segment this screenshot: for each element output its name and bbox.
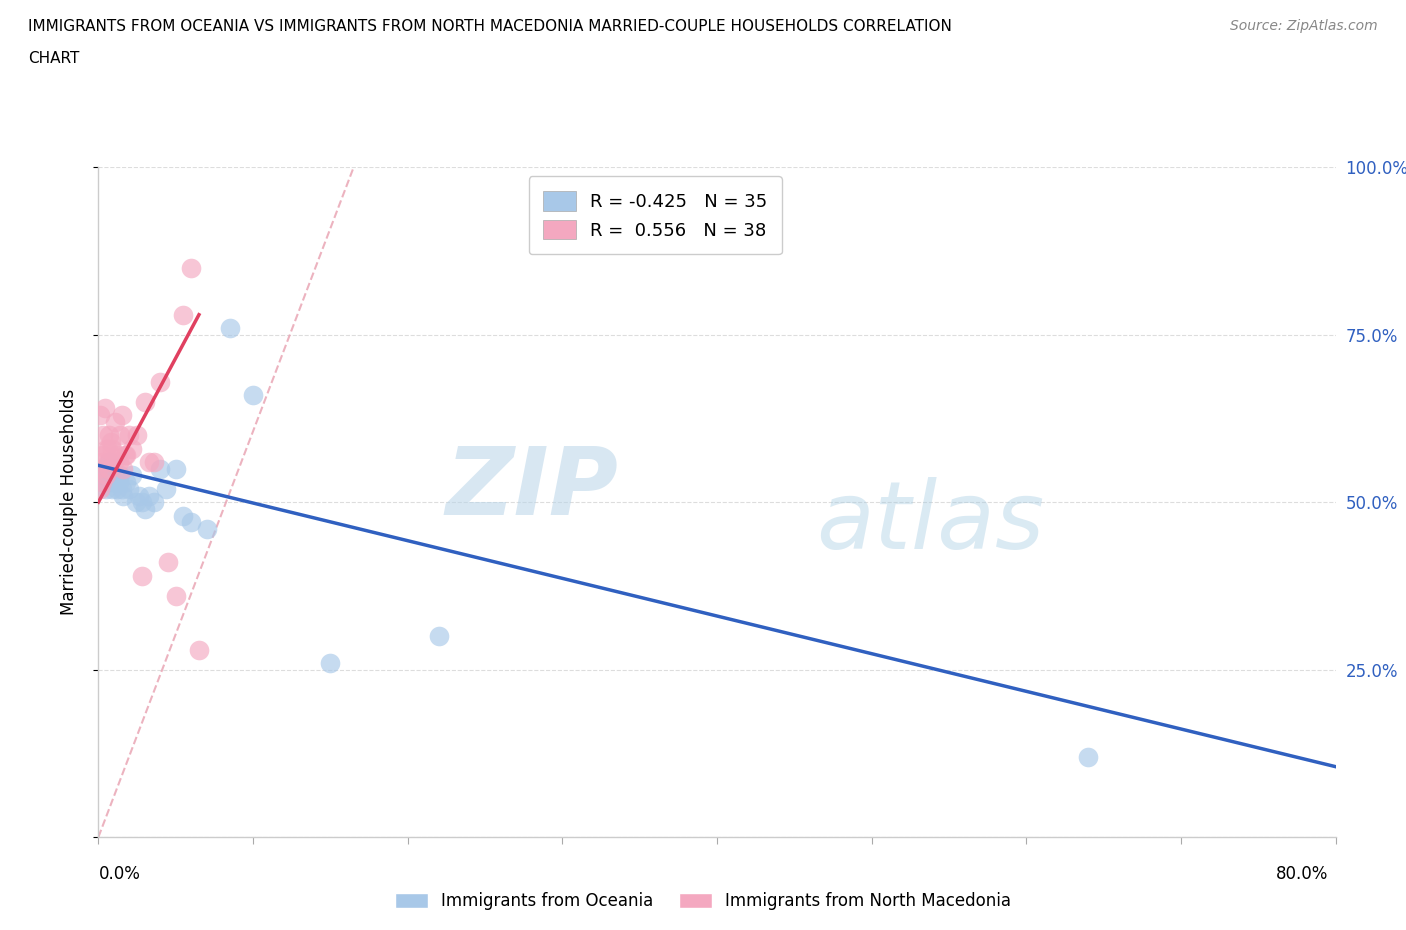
Point [121, 441, 143, 456]
Point [96, 468, 118, 483]
Point [105, 482, 128, 497]
Point [103, 455, 125, 470]
Point [127, 428, 149, 443]
Point [96, 441, 118, 456]
Point [165, 461, 187, 476]
Text: atlas: atlas [815, 477, 1045, 568]
Point [108, 468, 131, 483]
Point [319, 656, 342, 671]
Point [118, 482, 141, 497]
Point [149, 374, 172, 389]
Point [87, 461, 110, 476]
Point [93, 401, 115, 416]
Point [91, 448, 114, 463]
Point [143, 455, 166, 470]
Point [101, 441, 124, 456]
Point [97, 468, 120, 483]
Text: ZIP: ZIP [446, 443, 619, 535]
Point [112, 461, 135, 476]
Point [101, 482, 124, 497]
Point [165, 589, 187, 604]
Point [124, 495, 146, 510]
Point [111, 407, 134, 422]
Point [242, 388, 264, 403]
Text: 80.0%: 80.0% [1277, 865, 1329, 883]
Point [188, 642, 211, 657]
Point [134, 501, 156, 516]
Point [131, 495, 153, 510]
Point [89, 407, 111, 422]
Point [111, 482, 134, 497]
Point [107, 455, 129, 470]
Point [98, 461, 121, 476]
Point [128, 488, 150, 503]
Point [155, 482, 177, 497]
Point [89, 482, 111, 497]
Y-axis label: Married-couple Households: Married-couple Households [59, 389, 77, 616]
Text: 0.0%: 0.0% [98, 865, 141, 883]
Point [115, 448, 138, 463]
Point [98, 455, 121, 470]
Point [91, 428, 114, 443]
Point [1077, 750, 1099, 764]
Point [173, 307, 195, 322]
Point [114, 448, 136, 463]
Point [180, 515, 202, 530]
Point [427, 629, 450, 644]
Point [104, 474, 127, 489]
Point [90, 474, 112, 489]
Point [91, 474, 114, 489]
Point [103, 468, 125, 483]
Point [97, 441, 120, 456]
Point [107, 474, 129, 489]
Point [157, 555, 180, 570]
Point [118, 428, 141, 443]
Legend: Immigrants from Oceania, Immigrants from North Macedonia: Immigrants from Oceania, Immigrants from… [388, 885, 1018, 917]
Point [219, 321, 242, 336]
Point [98, 428, 121, 443]
Legend: R = -0.425   N = 35, R =  0.556   N = 38: R = -0.425 N = 35, R = 0.556 N = 38 [529, 177, 782, 254]
Point [149, 461, 172, 476]
Point [131, 568, 153, 583]
Point [90, 468, 112, 483]
Text: Source: ZipAtlas.com: Source: ZipAtlas.com [1230, 19, 1378, 33]
Point [121, 468, 143, 483]
Point [100, 474, 122, 489]
Point [104, 415, 127, 430]
Point [195, 522, 218, 537]
Point [173, 508, 195, 523]
Point [112, 488, 135, 503]
Point [105, 448, 128, 463]
Point [138, 488, 160, 503]
Point [100, 434, 122, 449]
Point [143, 495, 166, 510]
Point [97, 455, 120, 470]
Text: IMMIGRANTS FROM OCEANIA VS IMMIGRANTS FROM NORTH MACEDONIA MARRIED-COUPLE HOUSEH: IMMIGRANTS FROM OCEANIA VS IMMIGRANTS FR… [28, 19, 952, 33]
Point [93, 461, 115, 476]
Point [134, 394, 156, 409]
Point [115, 474, 138, 489]
Text: CHART: CHART [28, 51, 80, 66]
Point [108, 428, 131, 443]
Point [138, 455, 160, 470]
Point [96, 482, 118, 497]
Point [90, 455, 112, 470]
Point [180, 260, 202, 275]
